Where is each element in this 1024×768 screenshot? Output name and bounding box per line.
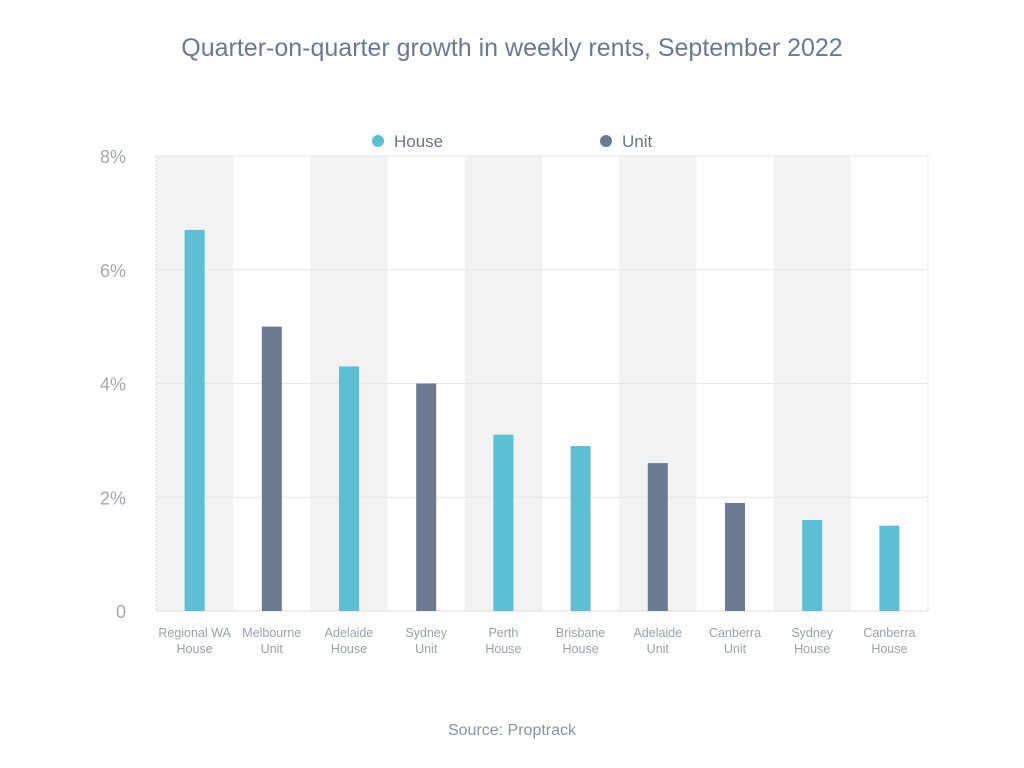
y-tick-label: 0 xyxy=(116,602,126,622)
x-tick-label: Adelaide xyxy=(325,626,374,640)
chart-title: Quarter-on-quarter growth in weekly rent… xyxy=(181,34,843,62)
legend-unit-label: Unit xyxy=(622,132,653,151)
x-tick-label: Regional WA xyxy=(158,626,231,640)
x-tick-label: Unit xyxy=(415,642,438,656)
legend-house-label: House xyxy=(394,132,443,151)
x-tick-label: House xyxy=(563,642,599,656)
x-tick-label: House xyxy=(871,642,907,656)
x-tick-label: Adelaide xyxy=(633,626,682,640)
x-tick-label: House xyxy=(794,642,830,656)
x-tick-label: Brisbane xyxy=(556,626,605,640)
y-tick-label: 4% xyxy=(100,375,126,395)
legend: House Unit xyxy=(372,132,653,151)
x-tick-label: Canberra xyxy=(863,626,915,640)
bar-brisbane-house xyxy=(570,446,591,611)
y-axis-ticks: 0 2% 4% 6% 8% xyxy=(100,147,126,622)
x-tick-label: Unit xyxy=(647,642,670,656)
bar-adelaide-unit xyxy=(647,463,668,611)
source-note: Source: Proptrack xyxy=(447,722,577,739)
bar-canberra-unit xyxy=(725,502,745,611)
legend-unit-marker xyxy=(600,135,612,147)
bar-perth-house xyxy=(493,434,514,611)
x-tick-label: Canberra xyxy=(709,626,761,640)
bar-adelaide-house xyxy=(339,366,359,611)
bar-sydney-unit xyxy=(416,383,437,611)
x-tick-label: House xyxy=(331,642,367,656)
y-tick-label: 6% xyxy=(100,261,126,281)
x-tick-label: House xyxy=(485,642,521,656)
x-tick-label: House xyxy=(177,642,213,656)
bars xyxy=(184,229,900,611)
y-tick-label: 8% xyxy=(100,147,126,167)
x-tick-label: Unit xyxy=(724,642,747,656)
x-tick-label: Melbourne xyxy=(242,626,301,640)
x-tick-label: Sydney xyxy=(791,626,833,640)
bar-melbourne-unit xyxy=(261,326,282,611)
x-tick-label: Unit xyxy=(261,642,284,656)
x-axis-ticks: Regional WA House Melbourne Unit Adelaide Hou… xyxy=(158,626,915,656)
gridlines xyxy=(155,155,929,612)
bar-canberra-house xyxy=(879,525,900,611)
bar-sydney-house xyxy=(802,520,823,611)
x-tick-label: Perth xyxy=(488,626,518,640)
y-tick-label: 2% xyxy=(100,488,126,508)
x-tick-label: Sydney xyxy=(405,626,447,640)
legend-house-marker xyxy=(372,135,384,147)
bar-regional-wa-house xyxy=(184,229,205,611)
